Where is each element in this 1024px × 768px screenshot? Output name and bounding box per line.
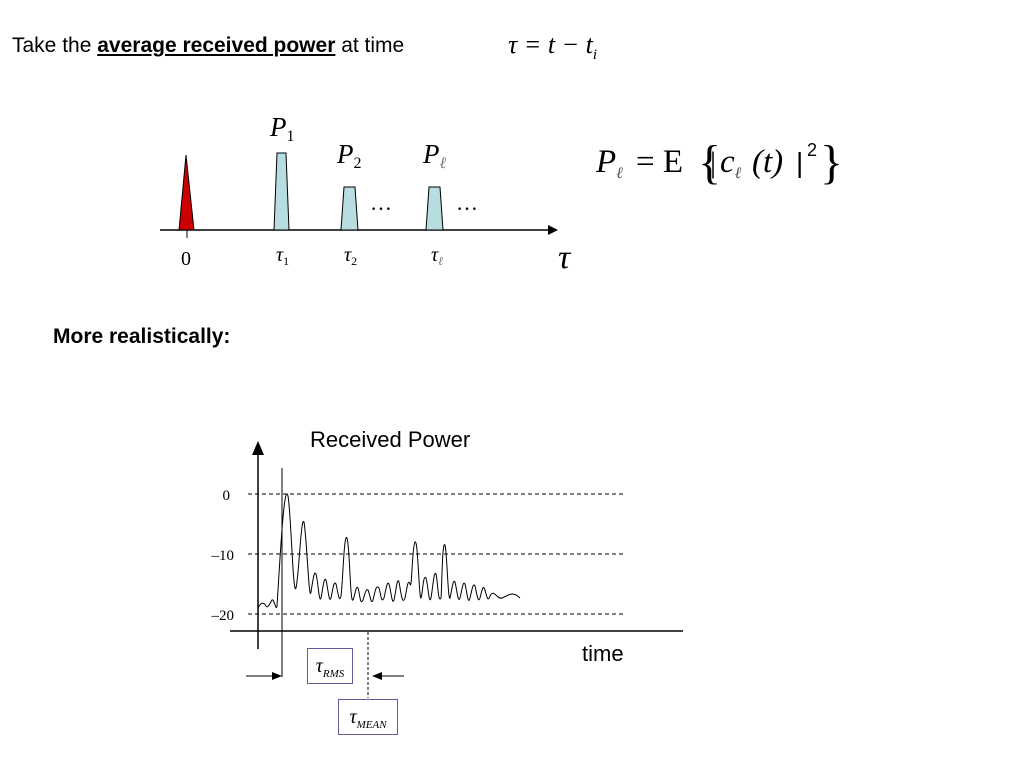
power-label-l: Pℓ <box>422 139 447 172</box>
tau-rms-box: τRMS <box>307 648 353 684</box>
tau-rms-symbol: τ <box>315 655 323 677</box>
average-power-formula: Pℓ = E { | cℓ (t) | 2 } <box>595 136 843 189</box>
delay-axis-arrowhead <box>548 225 558 235</box>
tau-mean-sub: MEAN <box>356 719 387 731</box>
formula-close-brace: } <box>820 136 843 189</box>
formula-open-brace: { <box>698 136 721 189</box>
direct-path-pulse <box>178 154 195 231</box>
rms-arrow-right-head <box>372 672 382 680</box>
heading-line: Take the average received power at time <box>12 34 404 58</box>
multipath-pulse-2 <box>340 186 359 231</box>
subheading: More realistically: <box>53 325 231 348</box>
formula-equals-e: = E <box>636 144 683 180</box>
formula-lhs: Pℓ <box>595 144 623 182</box>
delay-equation-sub: i <box>592 47 598 64</box>
multipath-pulse-l <box>425 186 444 231</box>
power-label-2: P2 <box>336 139 362 172</box>
rms-arrow-left-head <box>272 672 282 680</box>
delay-definition-equation: τ = t − ti <box>508 30 597 64</box>
formula-bar-open: | <box>710 146 716 179</box>
formula-c: cℓ <box>720 144 742 182</box>
delay-label-l: τℓ <box>431 244 443 268</box>
power-axis-arrowhead <box>252 441 264 455</box>
tau-mean-box: τMEAN <box>338 699 398 735</box>
ellipsis-1: … <box>370 190 392 215</box>
origin-label: 0 <box>181 248 191 270</box>
power-label-1: P1 <box>269 112 295 145</box>
ellipsis-2: … <box>456 190 478 215</box>
heading-suffix: at time <box>335 34 405 57</box>
multipath-pulse-1 <box>273 152 290 231</box>
received-power-title: Received Power <box>310 427 471 452</box>
formula-exponent: 2 <box>807 140 817 160</box>
tau-mean-symbol: τ <box>349 706 357 728</box>
delay-equation-main: τ = t − t <box>508 30 593 59</box>
heading-prefix: Take the <box>12 34 98 57</box>
y-tick-minus10: –10 <box>211 548 235 564</box>
delay-label-1: τ1 <box>276 244 289 268</box>
formula-bar-close: | <box>796 147 803 178</box>
tau-rms-sub: RMS <box>322 668 345 680</box>
delay-axis-label: τ <box>558 239 572 276</box>
y-tick-0: 0 <box>222 488 231 504</box>
received-power-curve <box>257 493 521 609</box>
time-axis-label: time <box>582 641 624 666</box>
y-tick-minus20: –20 <box>211 608 235 624</box>
delay-label-2: τ2 <box>344 244 357 268</box>
formula-argument: (t) <box>752 144 783 180</box>
heading-emphasis: average received power <box>97 34 336 57</box>
